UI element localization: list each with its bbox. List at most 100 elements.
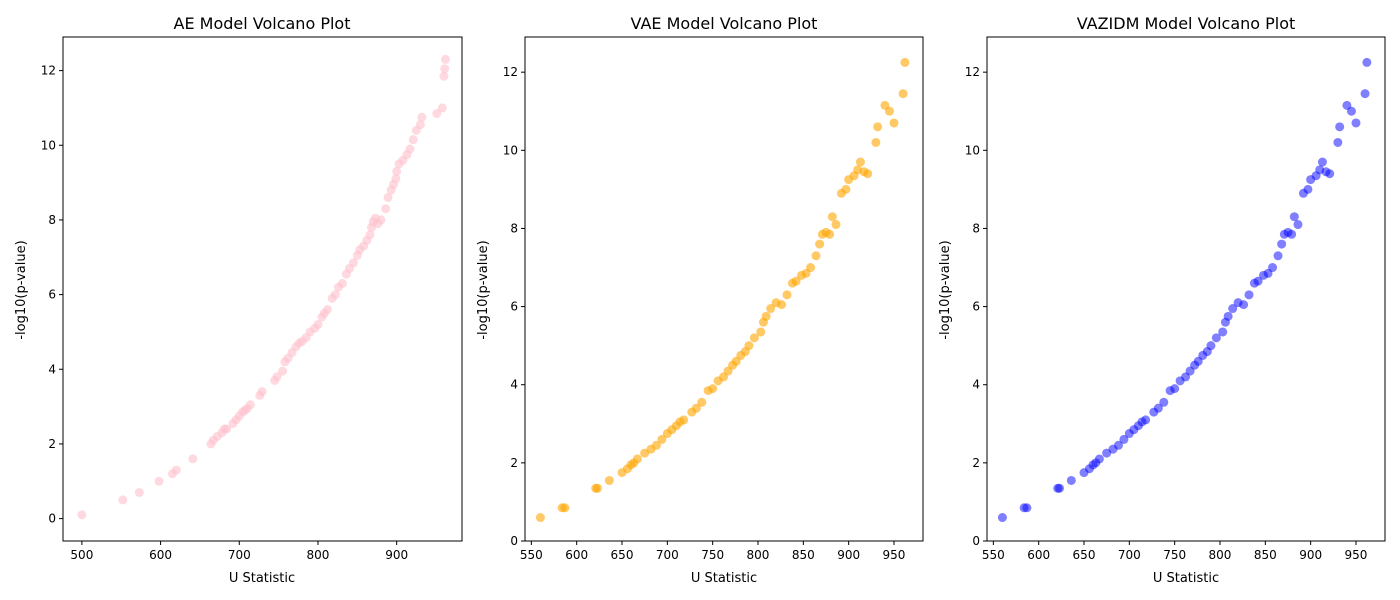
vae-scatter-point	[889, 118, 899, 128]
ae-scatter-point	[405, 144, 415, 154]
ae-scatter-point	[376, 215, 386, 225]
vae-scatter-point	[855, 157, 865, 167]
vazidm-scatter-point	[1335, 122, 1345, 132]
vazidm-chart-title: VAZIDM Model Volcano Plot	[1077, 14, 1296, 33]
ae-y-tick-label: 12	[41, 64, 56, 78]
vae-scatter-point	[782, 290, 792, 300]
vae-x-tick-label: 650	[611, 548, 634, 562]
vazidm-scatter-point	[1325, 169, 1335, 179]
vae-scatter-point	[806, 263, 816, 273]
vae-y-tick-label: 6	[510, 300, 518, 314]
vae-scatter-points	[535, 57, 910, 523]
vae-scatter-point	[884, 106, 894, 116]
ae-y-axis-label: -log10(p-value)	[14, 240, 29, 339]
vae-scatter-point	[756, 327, 766, 337]
vazidm-scatter-point	[1333, 137, 1343, 147]
ae-scatter-point	[222, 424, 232, 434]
vazidm-x-tick-label: 900	[1299, 548, 1322, 562]
vazidm-x-tick-label: 750	[1163, 548, 1186, 562]
vazidm-scatter-point	[1228, 304, 1238, 314]
vae-y-tick-label: 4	[510, 378, 518, 392]
vazidm-axes-frame	[986, 36, 1386, 542]
ae-scatter-point	[330, 290, 340, 300]
vae-scatter-point	[811, 251, 821, 261]
vae-x-tick-label: 800	[747, 548, 770, 562]
vae-scatter-point	[873, 122, 883, 132]
vae-y-tick-label: 12	[503, 65, 518, 79]
vazidm-scatter-point	[1360, 89, 1370, 99]
ae-scatter-point	[188, 454, 198, 464]
vazidm-x-tick-label: 700	[1118, 548, 1141, 562]
vae-x-tick-label: 850	[792, 548, 815, 562]
vazidm-scatter-point	[1141, 415, 1151, 425]
ae-x-tick-label: 700	[228, 548, 251, 562]
vae-tick-labels: 550 600 650 700 750 800 850 900 950 0 2 4 6 8 10 12	[503, 65, 906, 562]
ae-x-tick-label: 800	[307, 548, 330, 562]
vae-scatter-point	[815, 239, 825, 249]
ae-axes-frame	[62, 36, 463, 542]
ae-scatter-point	[437, 103, 447, 113]
ae-scatter-point	[118, 495, 128, 505]
vae-scatter-point	[657, 434, 667, 444]
ae-scatter-point	[348, 258, 358, 268]
ae-volcano-panel: AE Model Volcano Plot U Statistic -log10…	[14, 14, 463, 586]
vae-y-tick-label: 10	[503, 143, 518, 157]
vazidm-y-tick-label: 8	[972, 221, 980, 235]
vazidm-x-tick-label: 650	[1073, 548, 1096, 562]
vazidm-scatter-point	[1351, 118, 1361, 128]
vae-scatter-point	[632, 454, 642, 464]
vazidm-scatter-point	[1066, 475, 1076, 485]
vae-y-tick-label: 0	[510, 534, 518, 548]
vae-scatter-point	[691, 403, 701, 413]
ae-scatter-point	[440, 54, 450, 64]
ae-y-tick-label: 10	[41, 138, 56, 152]
vae-scatter-point	[749, 333, 759, 343]
ae-scatter-point	[154, 476, 164, 486]
vae-x-tick-label: 600	[565, 548, 588, 562]
ae-y-tick-label: 0	[48, 512, 56, 526]
vazidm-y-tick-label: 10	[965, 143, 980, 157]
vazidm-y-tick-label: 0	[972, 534, 980, 548]
vae-y-tick-label: 8	[510, 221, 518, 235]
vazidm-scatter-point	[1211, 333, 1221, 343]
vae-scatter-point	[898, 89, 908, 99]
vazidm-volcano-panel: VAZIDM Model Volcano Plot U Statistic -l…	[938, 14, 1386, 586]
ae-scatter-points	[77, 54, 450, 520]
vazidm-scatter-point	[1223, 311, 1233, 321]
vazidm-scatter-point	[1094, 454, 1104, 464]
vae-x-tick-label: 700	[656, 548, 679, 562]
vazidm-y-tick-label: 2	[972, 456, 980, 470]
vazidm-scatter-point	[1055, 483, 1065, 493]
vae-x-axis-label: U Statistic	[691, 571, 757, 586]
vazidm-scatter-point	[1159, 397, 1169, 407]
vae-scatter-point	[900, 57, 910, 67]
vazidm-scatter-point	[997, 513, 1007, 523]
ae-scatter-point	[245, 400, 255, 410]
vazidm-scatter-point	[1289, 212, 1299, 222]
vazidm-scatter-point	[1022, 503, 1032, 513]
ae-chart-title: AE Model Volcano Plot	[174, 14, 351, 33]
ae-scatter-point	[365, 230, 375, 240]
vae-axes-frame	[524, 36, 924, 542]
ae-scatter-point	[415, 120, 425, 130]
vazidm-scatter-point	[1206, 341, 1216, 351]
vae-scatter-point	[761, 311, 771, 321]
ae-x-tick-label: 500	[70, 548, 93, 562]
ae-scatter-point	[134, 487, 144, 497]
vae-x-tick-label: 550	[520, 548, 543, 562]
vazidm-x-tick-label: 850	[1254, 548, 1277, 562]
vae-y-axis-label: -log10(p-value)	[476, 240, 491, 339]
vae-scatter-point	[777, 300, 787, 310]
vazidm-scatter-point	[1239, 300, 1249, 310]
vae-chart-title: VAE Model Volcano Plot	[631, 14, 818, 33]
vazidm-scatter-points	[997, 57, 1372, 523]
vae-scatter-point	[651, 440, 661, 450]
ae-scatter-point	[77, 510, 87, 520]
vae-scatter-point	[831, 220, 841, 230]
vazidm-scatter-point	[1153, 403, 1163, 413]
vazidm-scatter-point	[1293, 220, 1303, 230]
ae-y-tick-label: 4	[48, 362, 56, 376]
vazidm-scatter-point	[1287, 229, 1297, 239]
